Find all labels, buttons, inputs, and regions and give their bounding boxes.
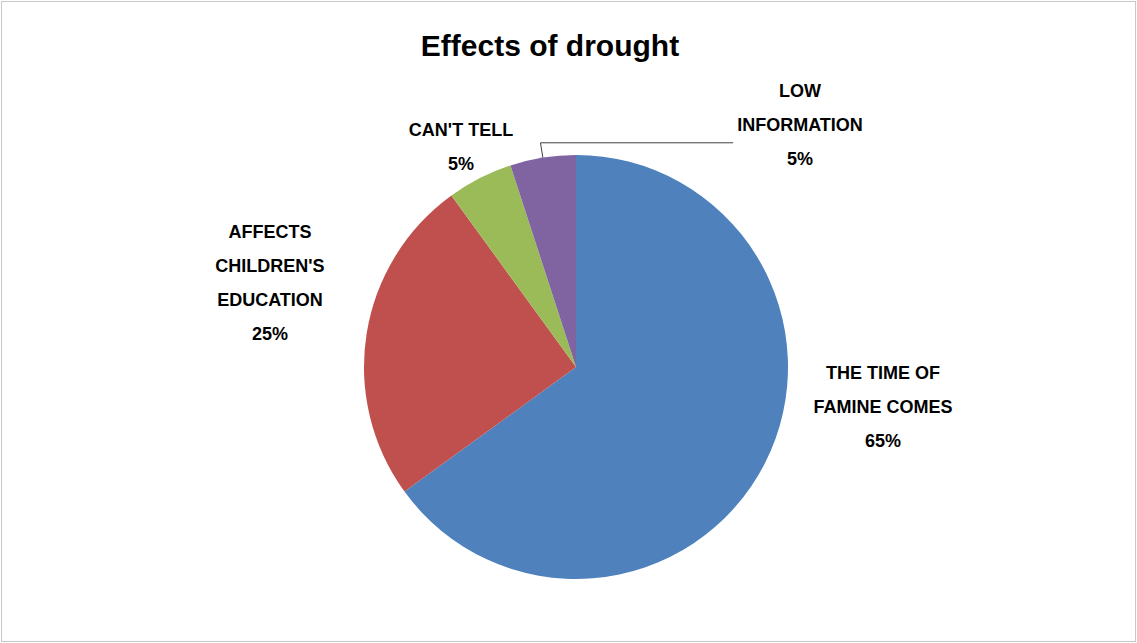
pie — [364, 155, 788, 579]
chart-container: Effects of drought THE TIME OF FAMINE COME… — [0, 0, 1137, 643]
data-label: 65% — [865, 431, 901, 451]
category-label-line: AFFECTS — [229, 222, 312, 242]
labels: THE TIME OF FAMINE COMES 65% AFFECTS CHILDRE… — [215, 81, 952, 451]
chart: Effects of drought THE TIME OF FAMINE COME… — [0, 0, 1137, 643]
slice-label: LOW INFORMATION 5% — [737, 81, 863, 169]
leader-line — [540, 143, 733, 158]
category-label: CAN'T TELL — [409, 120, 513, 140]
category-label: THE TIME OF FAMINE COMES — [813, 363, 952, 417]
category-label-line: FAMINE COMES — [813, 397, 952, 417]
category-label: AFFECTS CHILDREN'S EDUCATION — [215, 222, 324, 310]
leader-lines — [540, 143, 733, 158]
pie-slice — [510, 155, 576, 367]
category-label-line: EDUCATION — [217, 290, 323, 310]
slice-label: CAN'T TELL 5% — [409, 120, 513, 174]
category-label-line: INFORMATION — [737, 115, 863, 135]
slice-label: AFFECTS CHILDREN'S EDUCATION 25% — [215, 222, 324, 344]
category-label-line: CAN'T TELL — [409, 120, 513, 140]
data-label: 5% — [787, 149, 813, 169]
chart-frame — [2, 2, 1136, 642]
category-label-line: CHILDREN'S — [215, 256, 324, 276]
slice-label: THE TIME OF FAMINE COMES 65% — [813, 363, 952, 451]
chart-title: Effects of drought — [421, 29, 679, 62]
category-label-line: THE TIME OF — [826, 363, 940, 383]
category-label: LOW INFORMATION — [737, 81, 863, 135]
category-label-line: LOW — [779, 81, 821, 101]
data-label: 5% — [448, 154, 474, 174]
data-label: 25% — [252, 324, 288, 344]
